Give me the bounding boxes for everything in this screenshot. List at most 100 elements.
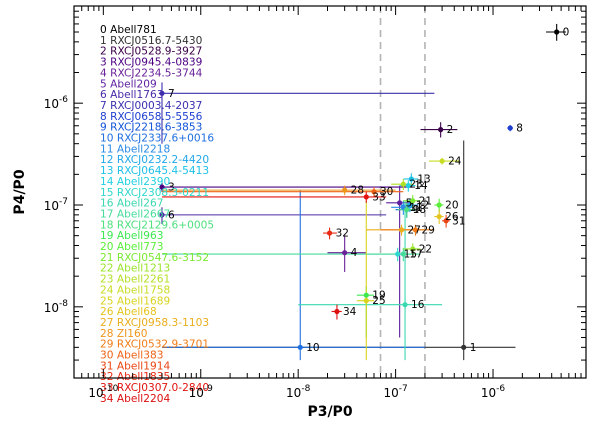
point-label-10: 10 xyxy=(306,342,319,354)
point-labels: 0123456789101112131415161718192021222324… xyxy=(168,26,569,353)
data-point-20 xyxy=(436,202,442,208)
legend-entry-15: 15 RXCJ2308.3-0211 xyxy=(100,187,209,199)
data-point-33 xyxy=(363,194,369,200)
point-label-30: 30 xyxy=(380,186,393,198)
y-tick-label-2: 10-6 xyxy=(44,95,69,111)
legend-entry-24: 24 Abell1758 xyxy=(100,284,170,296)
point-label-22: 22 xyxy=(419,243,432,255)
data-point-12 xyxy=(407,202,413,208)
legend-entry-10: 10 RXCJ2337.6+0016 xyxy=(100,133,214,145)
data-point-30 xyxy=(371,189,377,195)
legend-entry-33: 33 RXCJ0307.0-2840 xyxy=(100,382,209,394)
data-point-17 xyxy=(400,251,406,257)
point-label-17: 17 xyxy=(409,249,422,261)
point-label-27: 27 xyxy=(408,224,421,236)
data-point-26 xyxy=(436,213,442,220)
legend-entry-28: 28 ZI160 xyxy=(100,328,148,340)
data-point-4 xyxy=(342,250,348,256)
plot-frame xyxy=(73,5,587,379)
data-point-5 xyxy=(397,200,403,206)
point-label-21: 21 xyxy=(419,195,432,207)
data-point-10 xyxy=(297,344,303,350)
legend-entry-30: 30 Abell383 xyxy=(100,350,163,362)
y-axis-title: P4/P0 xyxy=(12,169,28,214)
legend-entry-6: 6 Abell1763 xyxy=(100,89,163,101)
point-label-32: 32 xyxy=(336,228,349,240)
point-label-3: 3 xyxy=(168,182,175,194)
data-point-15 xyxy=(395,251,401,257)
data-point-21 xyxy=(410,198,416,204)
data-point-23 xyxy=(400,181,406,187)
point-label-2: 2 xyxy=(447,124,454,136)
legend-entry-25: 25 Abell1689 xyxy=(100,295,170,307)
legend-entry-0: 0 Abell781 xyxy=(100,24,157,36)
axes xyxy=(73,5,587,379)
point-label-29: 29 xyxy=(421,224,434,236)
point-label-6: 6 xyxy=(168,209,175,221)
point-label-20: 20 xyxy=(445,199,458,211)
legend-entry-29: 29 RXCJ0532.9-3701 xyxy=(100,339,209,351)
point-label-14: 14 xyxy=(414,180,428,192)
data-point-27 xyxy=(398,227,405,233)
legend-entry-22: 22 Abell1213 xyxy=(100,263,170,275)
legend-entry-20: 20 Abell773 xyxy=(100,241,163,253)
data-point-1 xyxy=(461,344,467,350)
point-label-12: 12 xyxy=(416,199,429,211)
point-label-4: 4 xyxy=(351,247,358,259)
point-label-13: 13 xyxy=(417,174,430,186)
y-tick-label-0: 10-8 xyxy=(44,299,69,315)
legend-entry-26: 26 Abell68 xyxy=(100,306,157,318)
data-point-2 xyxy=(438,127,444,133)
legend-entry-1: 1 RXCJ0516.7-5430 xyxy=(100,35,203,47)
legend-entry-8: 8 RXCJ0658.5-5556 xyxy=(100,111,203,123)
point-label-33: 33 xyxy=(372,191,385,203)
point-label-28: 28 xyxy=(351,185,364,197)
point-label-9: 9 xyxy=(413,204,420,216)
legend-entry-21: 21 RXCJ0547.6-3152 xyxy=(100,252,209,264)
data-point-28 xyxy=(342,187,348,193)
point-label-23: 23 xyxy=(409,179,422,191)
legend-entry-14: 14 Abell2390 xyxy=(100,176,170,188)
legend-entry-5: 5 Abell209 xyxy=(100,78,157,90)
legend-entry-34: 34 Abell2204 xyxy=(100,393,170,405)
x-axis-title: P3/P0 xyxy=(307,404,352,420)
data-point-6 xyxy=(159,212,165,218)
legend-entry-32: 32 Abell1835 xyxy=(100,371,170,383)
legend-entry-16: 16 Abell267 xyxy=(100,198,163,210)
point-label-25: 25 xyxy=(372,295,385,307)
legend-entry-2: 2 RXCJ0528.9-3927 xyxy=(100,46,202,58)
point-label-31: 31 xyxy=(452,215,465,227)
point-label-1: 1 xyxy=(470,342,477,354)
legend-entry-11: 11 Abell2218 xyxy=(100,143,170,155)
data-point-34 xyxy=(334,308,340,315)
data-point-16 xyxy=(402,302,408,308)
data-point-3 xyxy=(159,184,165,190)
point-label-18: 18 xyxy=(413,204,426,216)
point-label-15: 15 xyxy=(404,249,417,261)
data-point-31 xyxy=(443,218,449,224)
data-point-29 xyxy=(412,227,419,233)
data-point-22 xyxy=(410,246,416,252)
data-point-0 xyxy=(554,29,560,35)
x-tick-label-3: 10-7 xyxy=(383,384,407,400)
point-label-7: 7 xyxy=(168,88,175,100)
y-tick-label-1: 10-7 xyxy=(44,197,68,213)
legend-entry-12: 12 RXCJ0232.2-4420 xyxy=(100,154,209,166)
data-point-32 xyxy=(326,230,333,236)
point-label-11: 11 xyxy=(409,202,422,214)
point-label-26: 26 xyxy=(445,211,459,223)
legend-entry-18: 18 RXCJ2129.6+0005 xyxy=(100,219,214,231)
data-point-19 xyxy=(363,292,369,298)
legend-entry-23: 23 Abell2261 xyxy=(100,274,170,286)
data-points xyxy=(159,29,560,350)
x-tick-label-2: 10-8 xyxy=(286,384,311,400)
tick-marks xyxy=(73,5,587,379)
x-tick-label-0: 10-10 xyxy=(88,384,118,400)
tick-labels: 10-10 10-9 10-8 10-7 10-6 10-8 10-7 10-6 xyxy=(44,95,506,400)
point-label-8: 8 xyxy=(516,123,523,135)
data-point-14 xyxy=(405,183,411,189)
legend-entry-13: 13 RXCJ0645.4-5413 xyxy=(100,165,209,177)
